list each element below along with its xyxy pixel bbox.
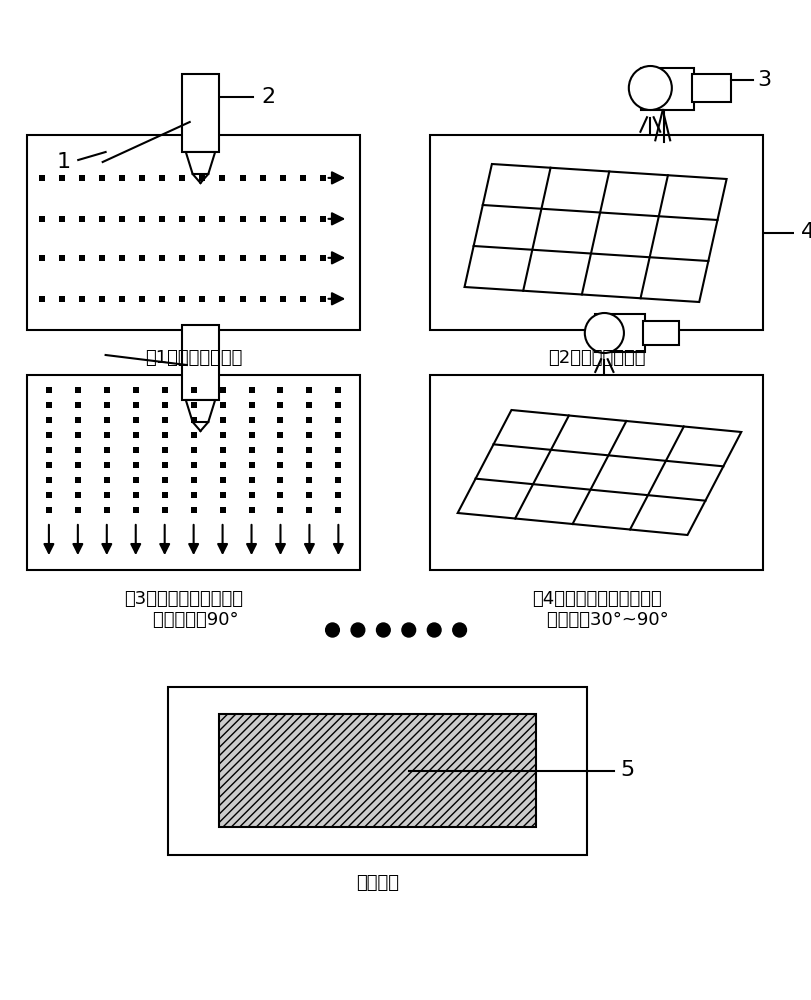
- Circle shape: [453, 623, 466, 637]
- Circle shape: [325, 623, 339, 637]
- Circle shape: [376, 623, 390, 637]
- Text: 1: 1: [57, 152, 71, 172]
- Circle shape: [584, 313, 623, 353]
- Text: （1）单层沉积过程: （1）单层沉积过程: [145, 349, 242, 367]
- Text: （4）单层喷涂过程，模具
    方向旋转30°~90°: （4）单层喷涂过程，模具 方向旋转30°~90°: [524, 590, 668, 629]
- Bar: [692, 74, 731, 102]
- Text: 2: 2: [260, 87, 275, 107]
- Bar: [430, 375, 762, 570]
- Bar: [182, 74, 219, 152]
- Text: 沉积完成: 沉积完成: [355, 874, 398, 892]
- Text: 3: 3: [757, 70, 771, 90]
- Text: （2）单层喷涂过程: （2）单层喷涂过程: [547, 349, 645, 367]
- Bar: [640, 68, 693, 110]
- Bar: [642, 321, 678, 345]
- Bar: [28, 135, 359, 330]
- Text: （3）单层沉积过程，沉
    积方向旋转90°: （3）单层沉积过程，沉 积方向旋转90°: [124, 590, 243, 629]
- Bar: [430, 135, 762, 330]
- Bar: [594, 314, 645, 352]
- Bar: [28, 375, 359, 570]
- Bar: [219, 714, 535, 827]
- Text: 5: 5: [620, 760, 634, 780]
- Text: 4: 4: [800, 223, 811, 242]
- Bar: [168, 687, 586, 855]
- Polygon shape: [186, 400, 215, 422]
- Circle shape: [427, 623, 440, 637]
- Circle shape: [628, 66, 671, 110]
- Circle shape: [401, 623, 415, 637]
- Circle shape: [350, 623, 364, 637]
- Polygon shape: [186, 152, 215, 174]
- Bar: [182, 325, 219, 400]
